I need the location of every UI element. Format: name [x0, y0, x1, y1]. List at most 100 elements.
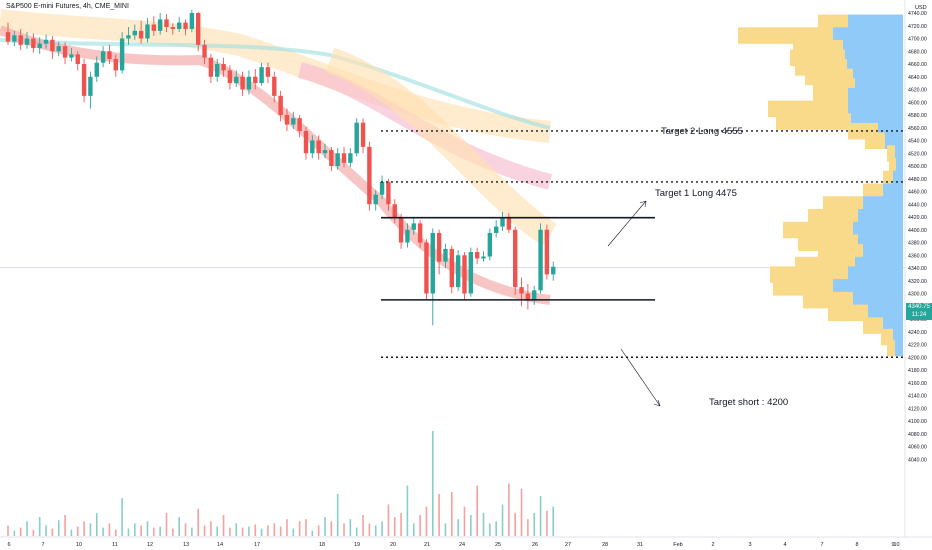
candle-body [360, 122, 366, 147]
candle-body [37, 43, 42, 49]
volume-bar [127, 528, 130, 536]
price-tick-label: 4240.00 [908, 330, 927, 336]
price-tick-label: 4440.00 [908, 202, 927, 208]
time-tick-label: 13 [183, 542, 189, 548]
price-tick-label: 4560.00 [908, 126, 927, 132]
volume-bar [267, 525, 269, 536]
candle-body [513, 229, 518, 288]
volume-bar [241, 527, 244, 536]
volume-bar [32, 529, 35, 536]
profile-down-bar [818, 14, 848, 32]
time-tick-label: 25 [495, 542, 501, 548]
profile-down-bar [776, 113, 851, 130]
price-tick-label: 4740.00 [908, 11, 927, 17]
volume-bar [463, 506, 466, 536]
candle-body [322, 150, 328, 154]
target-short-label: Target short : 4200 [709, 397, 788, 408]
currency-label: USD [915, 5, 927, 11]
candle-body [544, 229, 550, 275]
volume-bar [514, 512, 516, 536]
volume-bar [64, 515, 66, 536]
candle-body [259, 67, 264, 84]
volume-bar [400, 512, 402, 536]
price-tick-label: 4040.00 [908, 457, 927, 463]
volume-bar [197, 508, 199, 536]
volume-bar [381, 521, 383, 536]
volume-bar [248, 526, 250, 536]
volume-bar [76, 526, 79, 536]
candle-body [62, 46, 68, 58]
candle-body [132, 30, 137, 36]
volume-bar [51, 528, 54, 536]
target1-label: Target 1 Long 4475 [655, 188, 737, 199]
candle-body [468, 252, 474, 294]
candle-body [373, 194, 378, 205]
time-tick-label: 14 [217, 542, 223, 548]
profile-up-bar [848, 87, 903, 105]
time-tick-label: 24 [459, 542, 465, 548]
profile-down-bar [823, 196, 863, 213]
volume-bar [311, 530, 314, 536]
candle-body [208, 57, 214, 77]
candle-body [100, 51, 106, 63]
profile-up-bar [893, 170, 903, 188]
volume-bar [165, 512, 168, 536]
candle-body [81, 64, 87, 96]
candle-body [234, 76, 239, 84]
candle-body [481, 256, 486, 259]
candle-body [202, 44, 207, 58]
volume-bar [57, 520, 60, 536]
price-tick-label: 4160.00 [908, 381, 927, 387]
price-tick-label: 4200.00 [908, 355, 927, 361]
candle-body [297, 118, 302, 131]
short-arrowhead-icon [653, 399, 661, 407]
price-tick-label: 4620.00 [908, 88, 927, 94]
profile-up-bar [833, 279, 903, 296]
volume-bar [374, 525, 377, 536]
price-tick-label: 4500.00 [908, 164, 927, 170]
volume-bar [552, 506, 555, 536]
price-tick-label: 4360.00 [908, 253, 927, 259]
candle-body [24, 38, 30, 45]
candle-body [430, 232, 435, 294]
profile-up-bar [853, 291, 903, 309]
candle-body [272, 76, 277, 96]
volume-bar [19, 527, 22, 536]
price-tick-label: 4340.00 [908, 266, 927, 272]
short-arrow-line [620, 348, 661, 407]
price-tick-label: 4320.00 [908, 279, 927, 285]
time-tick-label: 10 [76, 542, 82, 548]
candle-body [189, 13, 195, 29]
price-tick-label: 4300.00 [908, 292, 927, 298]
time-tick-label: 6 [7, 542, 10, 548]
candle-body [500, 217, 505, 227]
time-tick-label: 19 [354, 542, 360, 548]
candle-body [329, 150, 334, 166]
price-tick-label: 4680.00 [908, 49, 927, 55]
candle-body [386, 181, 391, 205]
volume-bar [520, 488, 523, 536]
time-tick-label: 26 [532, 542, 538, 548]
volume-bar [83, 521, 85, 536]
profile-down-bar [803, 291, 853, 309]
volume-bar [292, 528, 295, 536]
candle-body [436, 232, 442, 262]
volume-bar [254, 524, 257, 536]
profile-up-bar [895, 339, 903, 357]
candle-body [221, 64, 226, 71]
profile-down-bar [828, 304, 868, 322]
volume-bar [412, 523, 415, 536]
price-tick-label: 4180.00 [908, 368, 927, 374]
profile-up-bar [863, 196, 903, 213]
candle-body [113, 58, 118, 71]
volume-bar [489, 523, 491, 536]
price-tick-label: 4600.00 [908, 100, 927, 106]
candle-body [145, 24, 150, 39]
profile-down-bar [887, 145, 895, 162]
profile-down-bar [863, 183, 883, 200]
time-tick-label: 3 [748, 542, 751, 548]
candle-body [75, 54, 80, 64]
volume-bar [451, 491, 453, 536]
volume-bar [539, 496, 542, 536]
